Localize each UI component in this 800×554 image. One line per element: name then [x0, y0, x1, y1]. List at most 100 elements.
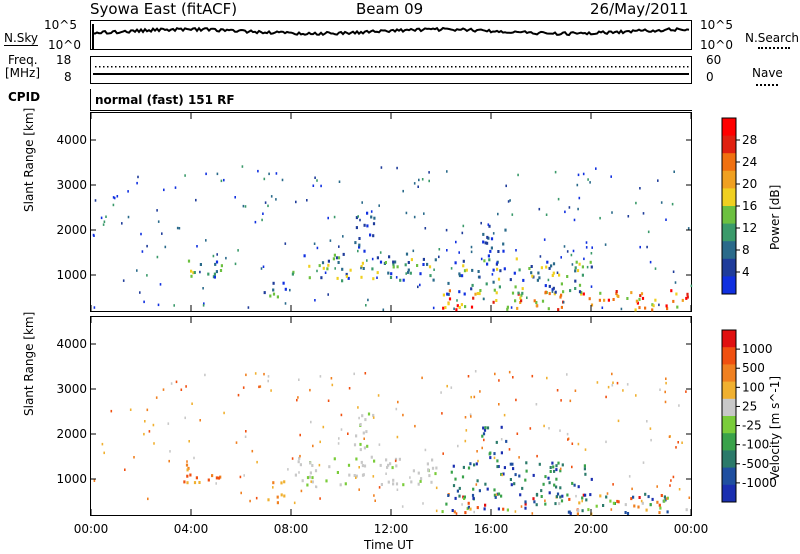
- data-cell: [105, 215, 107, 218]
- colorbar-swatch: [722, 416, 736, 434]
- data-cell: [560, 282, 563, 286]
- nave-dot: [279, 66, 281, 68]
- data-cell: [649, 260, 652, 264]
- data-cell: [552, 262, 556, 266]
- data-cell: [211, 474, 214, 478]
- data-cell: [651, 497, 654, 501]
- date-title: 26/May/2011: [590, 0, 689, 18]
- data-cell: [540, 495, 543, 498]
- data-cell: [612, 298, 615, 301]
- data-cell: [447, 281, 450, 285]
- data-cell: [316, 179, 318, 182]
- noise-right-tick-bottom: 10^0: [700, 38, 733, 52]
- data-cell: [564, 210, 566, 214]
- data-cell: [187, 259, 191, 263]
- data-cell: [309, 471, 312, 475]
- data-cell: [313, 242, 316, 245]
- data-cell: [573, 218, 576, 222]
- data-cell: [359, 448, 362, 452]
- y-tick-label: 3000: [56, 382, 87, 396]
- data-cell: [552, 286, 555, 290]
- data-cell: [666, 510, 669, 514]
- nave-dot: [267, 66, 269, 68]
- data-cell: [341, 279, 344, 283]
- data-cell: [189, 473, 192, 477]
- data-cell: [651, 303, 654, 307]
- data-cell: [296, 398, 298, 402]
- nave-dot: [439, 66, 441, 68]
- data-cell: [358, 243, 361, 247]
- data-cell: [496, 465, 499, 469]
- colorbar-swatch: [722, 258, 736, 277]
- nave-dot: [443, 66, 445, 68]
- data-cell: [399, 278, 402, 282]
- data-cell: [322, 266, 325, 270]
- colorbar-swatch: [722, 398, 736, 417]
- data-cell: [492, 268, 495, 272]
- nave-dot: [507, 66, 509, 68]
- nave-dot: [619, 66, 621, 68]
- data-cell: [354, 241, 357, 245]
- data-cell: [334, 267, 336, 270]
- data-cell: [471, 493, 475, 497]
- data-cell: [531, 274, 534, 278]
- data-cell: [532, 473, 535, 477]
- data-cell: [146, 274, 148, 277]
- data-cell: [342, 235, 344, 238]
- y-tick-label: 2000: [56, 427, 87, 441]
- data-cell: [330, 377, 333, 380]
- data-cell: [664, 390, 666, 394]
- data-cell: [454, 496, 457, 500]
- nave-dot: [635, 66, 637, 68]
- data-cell: [470, 245, 473, 249]
- data-cell: [360, 266, 362, 270]
- data-cell: [357, 215, 359, 218]
- data-cell: [385, 458, 388, 462]
- nave-dot: [243, 66, 245, 68]
- data-cell: [551, 274, 554, 277]
- y-tick-label: 3000: [56, 178, 87, 192]
- data-cell: [524, 506, 527, 510]
- data-cell: [338, 437, 340, 440]
- data-cell: [535, 492, 539, 496]
- noise-sky-trace: [92, 26, 690, 38]
- nave-dot: [203, 66, 205, 68]
- data-cell: [382, 308, 385, 311]
- data-cell: [225, 256, 227, 260]
- data-cell: [284, 302, 287, 305]
- colorbar-swatch: [722, 364, 736, 383]
- data-cell: [176, 226, 179, 230]
- data-cell: [103, 220, 106, 223]
- data-cell: [390, 272, 393, 276]
- colorbar-swatch: [722, 153, 736, 172]
- data-cell: [556, 492, 560, 496]
- data-cell: [169, 450, 171, 453]
- y-tick-label: 1000: [56, 268, 87, 282]
- data-cell: [129, 408, 132, 411]
- data-cell: [374, 499, 376, 502]
- data-cell: [595, 167, 597, 170]
- data-cell: [355, 434, 358, 438]
- data-cell: [431, 458, 434, 462]
- data-cell: [272, 481, 275, 485]
- data-cell: [590, 285, 593, 288]
- colorbar-tick-label: -25: [742, 419, 762, 433]
- data-cell: [453, 510, 456, 514]
- data-cell: [598, 298, 601, 302]
- data-cell: [360, 275, 363, 279]
- data-cell: [254, 220, 257, 224]
- data-cell: [283, 480, 286, 484]
- data-cell: [359, 423, 362, 426]
- data-cell: [377, 394, 380, 397]
- data-cell: [463, 269, 467, 273]
- data-cell: [500, 451, 503, 455]
- nave-dot: [139, 66, 141, 68]
- data-cell: [261, 218, 263, 222]
- data-cell: [358, 245, 361, 249]
- nave-dot: [171, 66, 173, 68]
- colorbar-tick-label: 4: [742, 265, 750, 279]
- data-cell: [471, 268, 474, 272]
- data-cell: [389, 462, 392, 466]
- data-cell: [422, 263, 425, 266]
- data-cell: [609, 499, 612, 503]
